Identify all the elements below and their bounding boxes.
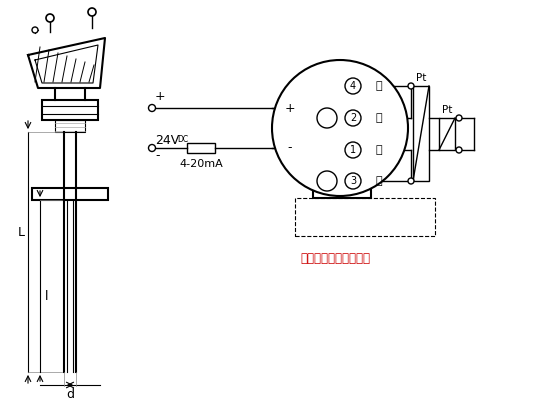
Circle shape: [408, 83, 414, 89]
Text: Pt: Pt: [416, 73, 426, 83]
Circle shape: [345, 78, 361, 94]
Text: 1: 1: [350, 145, 356, 155]
Circle shape: [408, 178, 414, 184]
Circle shape: [345, 110, 361, 126]
Circle shape: [456, 115, 462, 121]
Text: 2: 2: [350, 113, 356, 123]
Circle shape: [456, 147, 462, 153]
Text: +: +: [155, 90, 166, 103]
Bar: [439, 118, 455, 150]
Text: 3: 3: [350, 176, 356, 186]
Text: -: -: [155, 149, 160, 162]
Text: 4-20mA: 4-20mA: [179, 159, 223, 169]
Circle shape: [272, 60, 408, 196]
Text: 白: 白: [376, 81, 383, 91]
Bar: [42, 100, 98, 120]
Bar: [295, 198, 435, 236]
Bar: [413, 86, 429, 181]
Text: -: -: [288, 141, 292, 154]
Text: 白: 白: [376, 113, 383, 123]
Circle shape: [317, 171, 337, 191]
Circle shape: [88, 8, 96, 16]
Text: 4: 4: [350, 81, 356, 91]
Circle shape: [32, 27, 38, 33]
Text: Pt: Pt: [442, 105, 452, 115]
Text: 红: 红: [376, 176, 383, 186]
Text: d: d: [66, 389, 74, 402]
Text: DC: DC: [177, 135, 188, 145]
Circle shape: [345, 173, 361, 189]
Text: 24V: 24V: [155, 133, 179, 147]
Text: L: L: [17, 225, 24, 238]
Circle shape: [148, 105, 156, 112]
Circle shape: [317, 108, 337, 128]
Text: 红: 红: [376, 145, 383, 155]
Circle shape: [46, 14, 54, 22]
Text: +: +: [285, 101, 295, 114]
Circle shape: [148, 145, 156, 152]
Bar: [313, 72, 371, 198]
Text: 热电阵：三线或四线制: 热电阵：三线或四线制: [300, 252, 370, 265]
Circle shape: [345, 142, 361, 158]
Bar: [55, 120, 85, 132]
Bar: [187, 143, 215, 153]
Bar: [32, 188, 108, 200]
Text: l: l: [45, 290, 49, 303]
